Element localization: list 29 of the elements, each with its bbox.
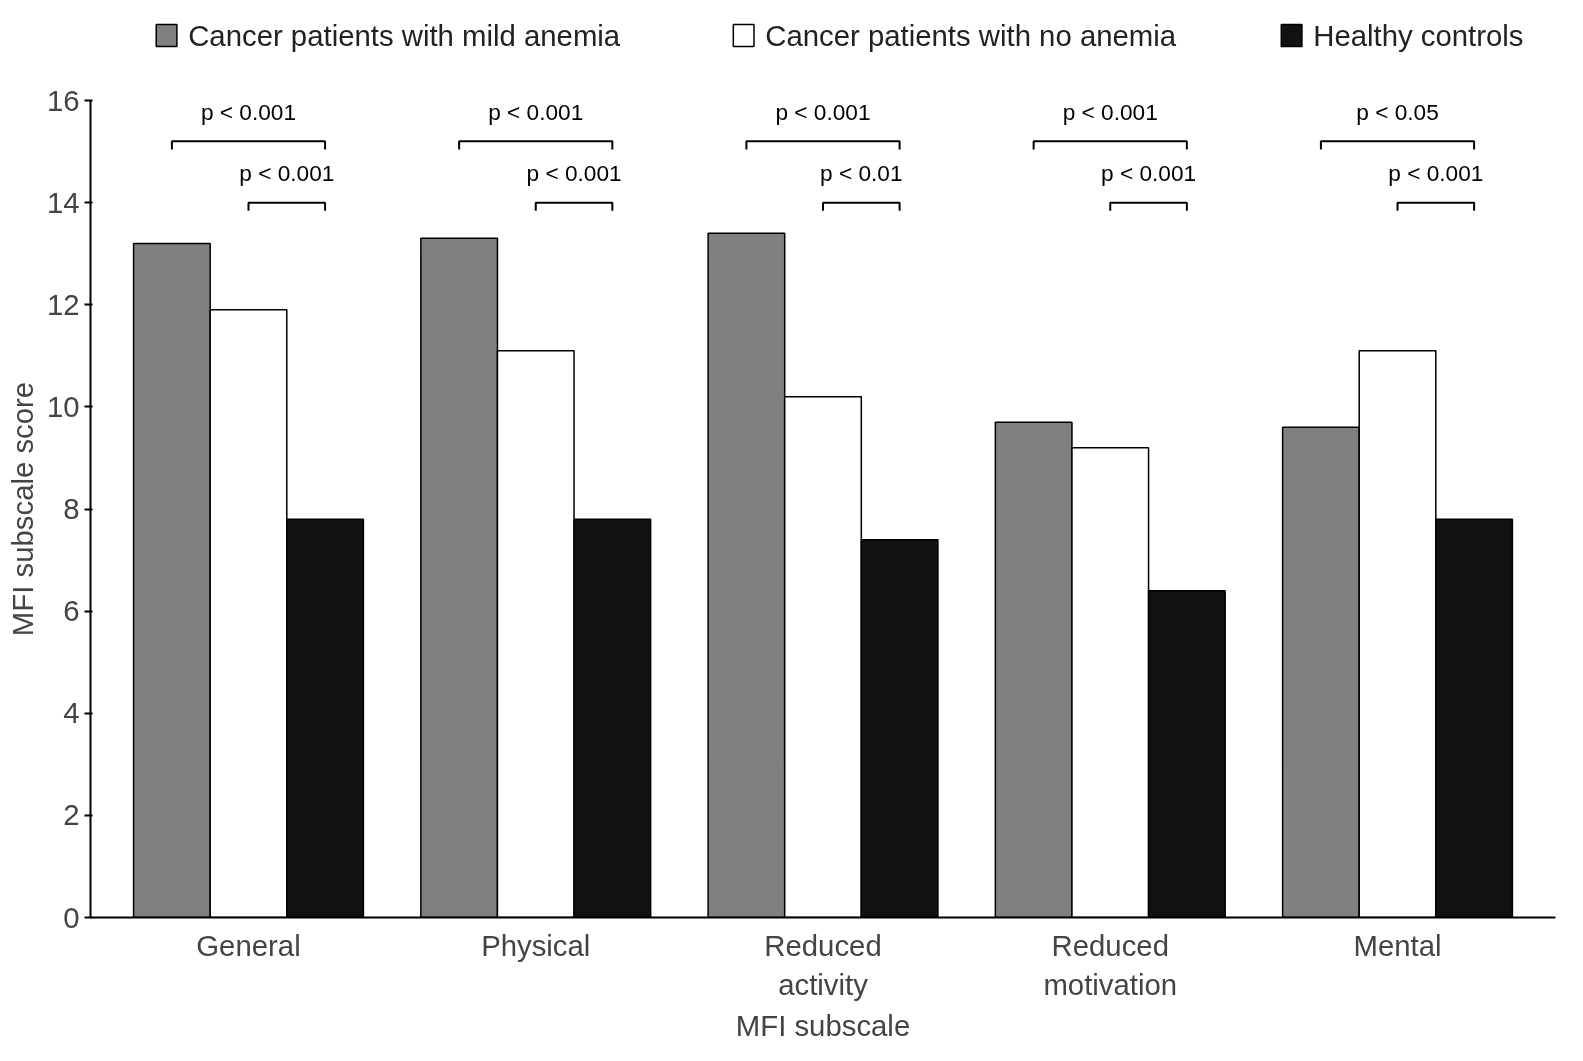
y-tick-label: 10 — [46, 389, 80, 423]
x-tick-label: Mental — [1353, 928, 1442, 962]
annotation: p < 0.001 — [1062, 99, 1158, 126]
annotation: p < 0.001 — [1101, 160, 1197, 187]
x-tick-label: Physical — [481, 928, 591, 962]
annotation: p < 0.001 — [488, 99, 584, 126]
annotation: p < 0.01 — [820, 160, 903, 187]
y-tick-label: 12 — [46, 287, 80, 321]
legend-label: Cancer patients with no anemia — [765, 19, 1177, 52]
legend-label: Healthy controls — [1313, 19, 1524, 52]
y-tick-label: 6 — [63, 594, 80, 628]
y-tick-label: 14 — [46, 185, 80, 219]
annotation: p < 0.001 — [526, 160, 622, 187]
y-tick-label: 0 — [63, 900, 80, 934]
x-tick-label: General — [196, 928, 301, 962]
annotation: p < 0.001 — [239, 160, 335, 187]
annotation: p < 0.001 — [1388, 160, 1484, 187]
y-axis-title: MFI subscale score — [5, 381, 39, 637]
annotation: p < 0.05 — [1356, 99, 1439, 126]
legend-label: Cancer patients with mild anemia — [188, 19, 621, 52]
y-tick-label: 2 — [63, 798, 80, 832]
y-tick-label: 16 — [46, 83, 80, 117]
annotation: p < 0.001 — [775, 99, 871, 126]
y-tick-label: 8 — [63, 492, 80, 525]
annotation: p < 0.001 — [200, 99, 297, 126]
x-axis-title: MFI subscale — [735, 1009, 911, 1043]
x-tick-label: Reduced activity — [764, 928, 882, 1002]
x-tick-label: Reduced motivation — [1043, 928, 1178, 1002]
y-tick-label: 4 — [63, 696, 80, 730]
